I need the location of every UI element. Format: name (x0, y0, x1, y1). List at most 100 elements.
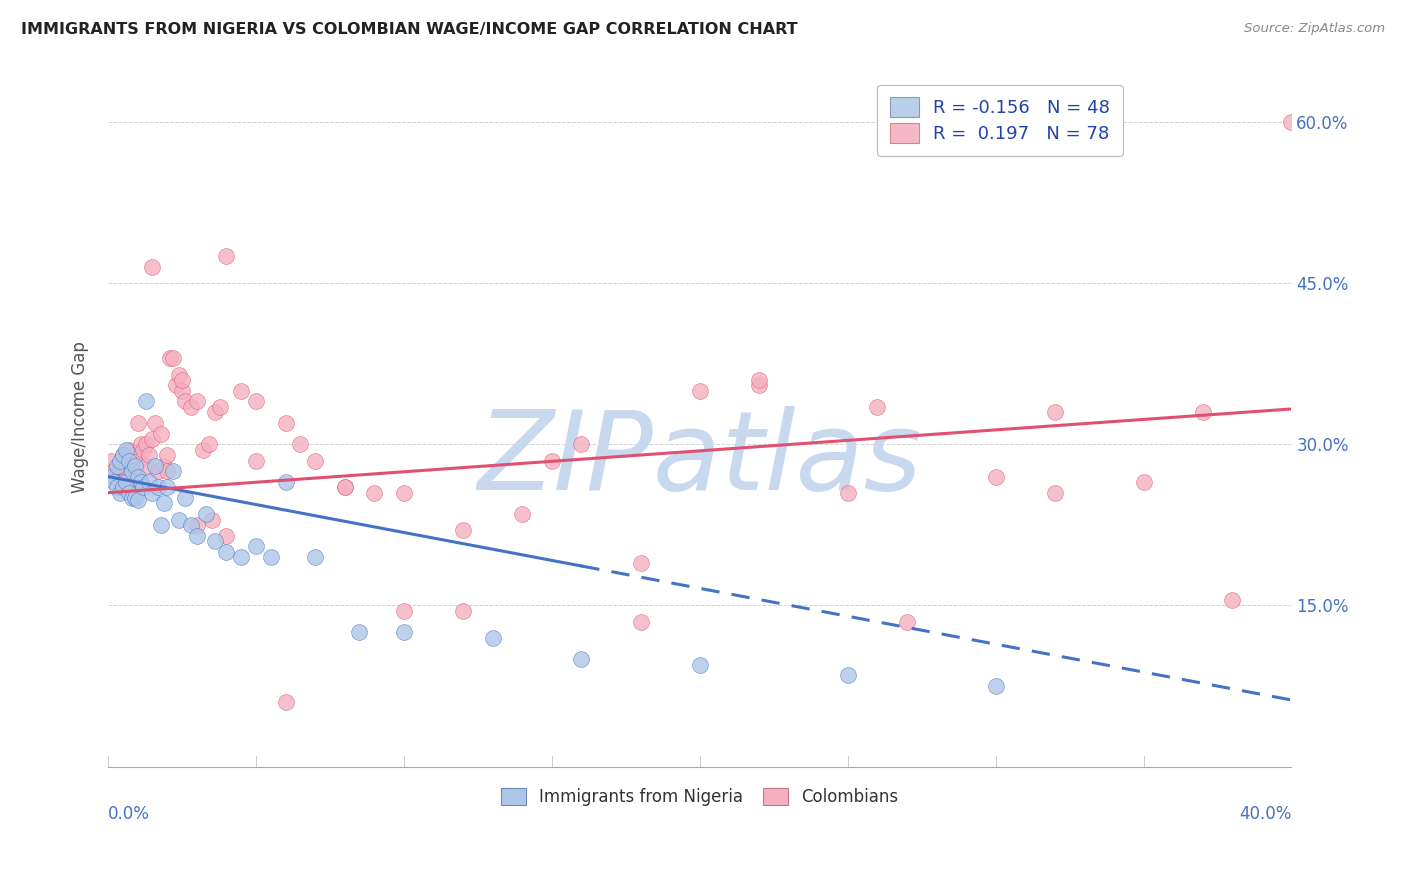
Point (392, 625, 415, 640)
Point (689, 657, 711, 672)
Point (132, 480, 155, 494)
Point (114, 453, 136, 467)
Point (105, 480, 128, 494)
Point (148, 464, 170, 478)
Point (304, 453, 326, 467)
Point (100, 469, 122, 483)
Point (180, 518, 202, 533)
Point (215, 529, 238, 543)
Point (132, 442, 155, 457)
Point (114, 480, 136, 494)
Point (392, 604, 415, 618)
Point (197, 437, 219, 451)
Text: Source: ZipAtlas.com: Source: ZipAtlas.com (1244, 22, 1385, 36)
Point (167, 368, 190, 382)
Point (896, 615, 918, 629)
Point (138, 448, 160, 462)
Point (124, 448, 146, 462)
Point (135, 458, 157, 473)
Point (630, 556, 652, 570)
Point (274, 475, 297, 489)
Point (167, 512, 190, 526)
Point (141, 432, 163, 446)
Point (304, 550, 326, 565)
Point (170, 373, 193, 387)
Point (245, 453, 267, 467)
Point (363, 485, 385, 500)
Point (186, 518, 208, 533)
Point (156, 480, 179, 494)
Point (215, 545, 238, 559)
Point (481, 631, 503, 645)
Point (231, 384, 253, 398)
Point (569, 437, 592, 451)
Point (1043, 485, 1066, 500)
Point (111, 480, 134, 494)
Point (510, 507, 533, 521)
Point (186, 394, 208, 409)
Point (121, 491, 143, 505)
Point (260, 550, 283, 565)
Point (984, 679, 1007, 693)
Point (105, 469, 128, 483)
Point (121, 458, 143, 473)
Legend: Immigrants from Nigeria, Colombians: Immigrants from Nigeria, Colombians (492, 780, 907, 814)
Point (180, 400, 202, 414)
Point (333, 480, 356, 494)
Point (1281, 115, 1303, 129)
Point (124, 491, 146, 505)
Point (866, 400, 889, 414)
Point (159, 351, 181, 366)
Text: ZIPatlas: ZIPatlas (478, 406, 922, 513)
Point (569, 652, 592, 666)
Point (108, 485, 131, 500)
Point (129, 437, 152, 451)
Point (138, 475, 160, 489)
Point (141, 485, 163, 500)
Point (108, 458, 131, 473)
Point (118, 485, 141, 500)
Point (127, 453, 149, 467)
Point (127, 475, 149, 489)
Point (204, 534, 226, 549)
Point (129, 475, 152, 489)
Point (174, 491, 197, 505)
Point (245, 540, 267, 554)
Point (837, 485, 859, 500)
Point (143, 416, 166, 430)
Point (174, 394, 197, 409)
Point (114, 475, 136, 489)
Point (191, 442, 214, 457)
Point (165, 378, 187, 392)
Point (204, 405, 226, 419)
Point (153, 496, 176, 510)
Point (748, 378, 770, 392)
Point (135, 437, 157, 451)
Point (215, 250, 238, 264)
Point (290, 437, 312, 451)
Point (333, 480, 356, 494)
Point (186, 529, 208, 543)
Point (156, 464, 179, 478)
Point (630, 615, 652, 629)
Point (148, 480, 170, 494)
Point (451, 524, 474, 538)
Point (274, 695, 297, 709)
Point (451, 604, 474, 618)
Point (114, 442, 136, 457)
Point (392, 485, 415, 500)
Point (153, 458, 176, 473)
Point (105, 458, 128, 473)
Point (118, 453, 141, 467)
Point (689, 384, 711, 398)
Point (245, 394, 267, 409)
Point (156, 448, 179, 462)
Point (118, 442, 141, 457)
Text: 40.0%: 40.0% (1239, 805, 1292, 823)
Point (748, 373, 770, 387)
Point (540, 453, 562, 467)
Point (121, 475, 143, 489)
Point (162, 351, 184, 366)
Point (141, 260, 163, 275)
Point (170, 384, 193, 398)
